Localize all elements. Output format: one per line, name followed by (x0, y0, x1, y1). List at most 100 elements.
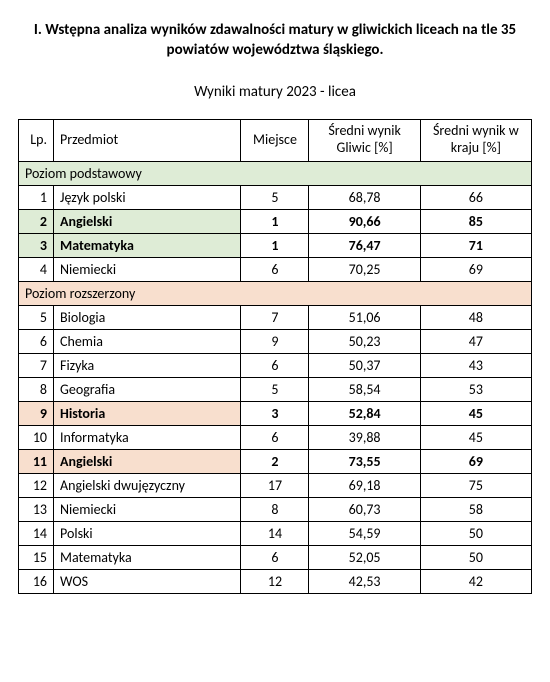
cell-country: 75 (420, 473, 531, 497)
cell-country: 50 (420, 521, 531, 545)
table-body: Poziom podstawowy1Język polski568,78662A… (19, 161, 532, 593)
cell-country: 45 (420, 401, 531, 425)
cell-place: 8 (241, 497, 309, 521)
cell-lp: 13 (19, 497, 54, 521)
table-row: 15Matematyka652,0550 (19, 545, 532, 569)
cell-place: 6 (241, 545, 309, 569)
table-row: 16WOS1242,5342 (19, 569, 532, 593)
cell-country: 42 (420, 569, 531, 593)
cell-gliwice: 51,06 (309, 305, 420, 329)
cell-country: 58 (420, 497, 531, 521)
cell-gliwice: 70,25 (309, 257, 420, 281)
col-header-country: Średni wynik w kraju [%] (420, 119, 531, 161)
section-label: Poziom podstawowy (19, 161, 532, 185)
cell-subject: Niemiecki (54, 257, 241, 281)
section-header: Poziom rozszerzony (19, 281, 532, 305)
cell-country: 43 (420, 353, 531, 377)
table-row: 6Chemia950,2347 (19, 329, 532, 353)
cell-lp: 15 (19, 545, 54, 569)
table-row: 4Niemiecki670,2569 (19, 257, 532, 281)
cell-gliwice: 58,54 (309, 377, 420, 401)
table-row: 11Angielski273,5569 (19, 449, 532, 473)
cell-gliwice: 60,73 (309, 497, 420, 521)
cell-place: 5 (241, 377, 309, 401)
col-header-subject: Przedmiot (54, 119, 241, 161)
cell-place: 2 (241, 449, 309, 473)
cell-subject: Angielski (54, 449, 241, 473)
cell-subject: WOS (54, 569, 241, 593)
cell-gliwice: 90,66 (309, 209, 420, 233)
table-row: 9Historia352,8445 (19, 401, 532, 425)
table-row: 5Biologia751,0648 (19, 305, 532, 329)
cell-subject: Biologia (54, 305, 241, 329)
cell-subject: Matematyka (54, 233, 241, 257)
cell-country: 47 (420, 329, 531, 353)
cell-place: 6 (241, 353, 309, 377)
cell-subject: Fizyka (54, 353, 241, 377)
table-row: 3Matematyka176,4771 (19, 233, 532, 257)
cell-country: 48 (420, 305, 531, 329)
cell-gliwice: 54,59 (309, 521, 420, 545)
page-title: I. Wstępna analiza wyników zdawalności m… (18, 20, 532, 61)
cell-lp: 11 (19, 449, 54, 473)
cell-lp: 14 (19, 521, 54, 545)
results-table: Lp. Przedmiot Miejsce Średni wynik Gliwi… (18, 119, 532, 594)
table-row: 14Polski1454,5950 (19, 521, 532, 545)
cell-subject: Angielski dwujęzyczny (54, 473, 241, 497)
cell-lp: 12 (19, 473, 54, 497)
cell-gliwice: 52,05 (309, 545, 420, 569)
cell-place: 12 (241, 569, 309, 593)
cell-gliwice: 50,23 (309, 329, 420, 353)
cell-subject: Historia (54, 401, 241, 425)
cell-country: 69 (420, 257, 531, 281)
header-row: Lp. Przedmiot Miejsce Średni wynik Gliwi… (19, 119, 532, 161)
cell-lp: 1 (19, 185, 54, 209)
cell-lp: 9 (19, 401, 54, 425)
cell-place: 9 (241, 329, 309, 353)
cell-lp: 16 (19, 569, 54, 593)
cell-lp: 6 (19, 329, 54, 353)
cell-lp: 4 (19, 257, 54, 281)
cell-place: 5 (241, 185, 309, 209)
cell-place: 17 (241, 473, 309, 497)
cell-place: 3 (241, 401, 309, 425)
table-row: 12Angielski dwujęzyczny1769,1875 (19, 473, 532, 497)
cell-lp: 5 (19, 305, 54, 329)
cell-subject: Niemiecki (54, 497, 241, 521)
section-label: Poziom rozszerzony (19, 281, 532, 305)
cell-subject: Geografia (54, 377, 241, 401)
cell-country: 50 (420, 545, 531, 569)
table-row: 13Niemiecki860,7358 (19, 497, 532, 521)
cell-subject: Chemia (54, 329, 241, 353)
cell-gliwice: 69,18 (309, 473, 420, 497)
cell-lp: 10 (19, 425, 54, 449)
table-row: 7Fizyka650,3743 (19, 353, 532, 377)
cell-place: 7 (241, 305, 309, 329)
cell-subject: Informatyka (54, 425, 241, 449)
cell-gliwice: 52,84 (309, 401, 420, 425)
cell-subject: Matematyka (54, 545, 241, 569)
cell-lp: 7 (19, 353, 54, 377)
cell-subject: Polski (54, 521, 241, 545)
table-row: 8Geografia558,5453 (19, 377, 532, 401)
cell-gliwice: 73,55 (309, 449, 420, 473)
cell-gliwice: 39,88 (309, 425, 420, 449)
cell-gliwice: 42,53 (309, 569, 420, 593)
cell-country: 45 (420, 425, 531, 449)
section-header: Poziom podstawowy (19, 161, 532, 185)
cell-country: 69 (420, 449, 531, 473)
table-row: 1Język polski568,7866 (19, 185, 532, 209)
table-row: 2Angielski190,6685 (19, 209, 532, 233)
cell-country: 71 (420, 233, 531, 257)
cell-country: 66 (420, 185, 531, 209)
cell-place: 1 (241, 233, 309, 257)
cell-lp: 2 (19, 209, 54, 233)
cell-place: 1 (241, 209, 309, 233)
cell-place: 6 (241, 257, 309, 281)
cell-gliwice: 50,37 (309, 353, 420, 377)
cell-subject: Język polski (54, 185, 241, 209)
cell-country: 85 (420, 209, 531, 233)
cell-lp: 8 (19, 377, 54, 401)
cell-country: 53 (420, 377, 531, 401)
table-caption: Wyniki matury 2023 - licea (18, 83, 532, 101)
